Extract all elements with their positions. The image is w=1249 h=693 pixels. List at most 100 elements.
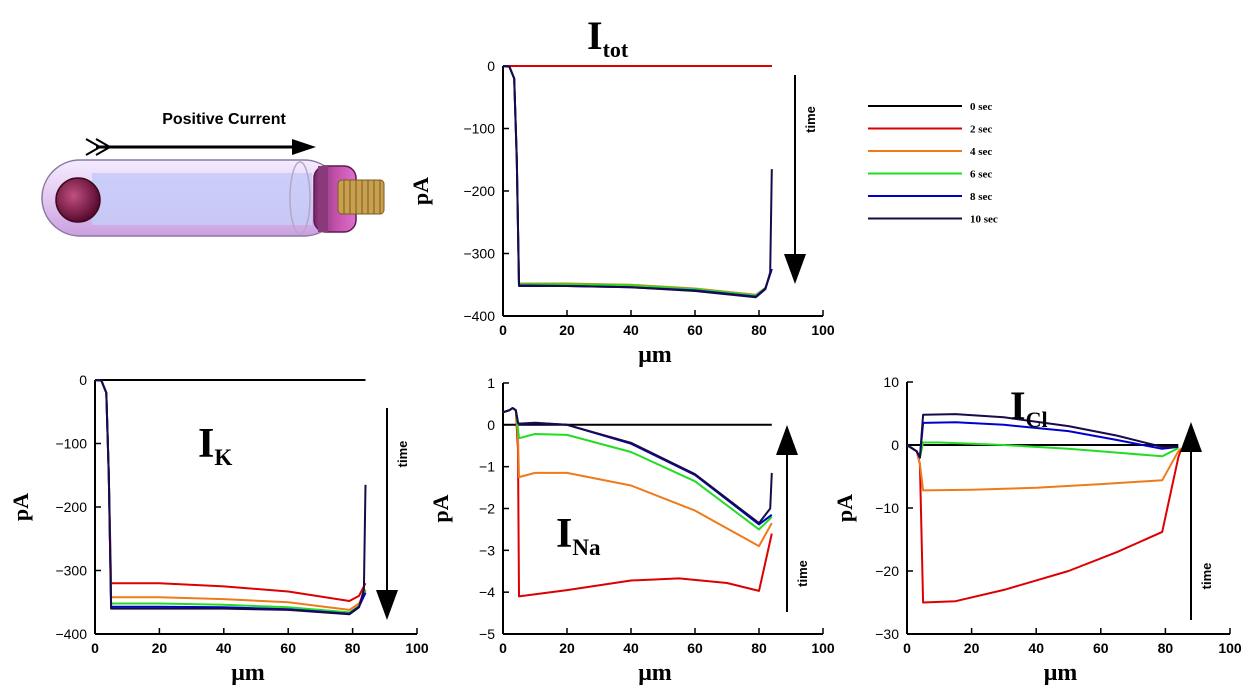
legend-label: 8 sec xyxy=(970,191,992,203)
current-arrow-head xyxy=(292,139,316,155)
time-arrow-head xyxy=(784,254,806,284)
y-tick-label: 0 xyxy=(487,417,495,433)
x-tick-label: 100 xyxy=(811,640,835,656)
cap-band xyxy=(318,166,328,232)
cell-diagram: Positive Current xyxy=(41,111,385,237)
tube-inner xyxy=(92,173,312,225)
y-tick-label: −400 xyxy=(55,626,87,642)
x-tick-label: 80 xyxy=(751,640,767,656)
series-line-3 xyxy=(502,65,773,297)
y-axis-label: pA xyxy=(832,494,857,522)
series-line-4 xyxy=(94,379,367,615)
y-tick-label: 1 xyxy=(487,375,495,391)
y-axis-label: pA xyxy=(428,494,453,522)
series-line-5 xyxy=(906,413,1179,459)
x-tick-label: 80 xyxy=(345,640,361,656)
x-tick-label: 80 xyxy=(751,322,767,338)
x-tick-label: 20 xyxy=(559,322,575,338)
x-tick-label: 60 xyxy=(687,322,703,338)
time-label: time xyxy=(803,106,818,133)
time-label: time xyxy=(795,560,810,587)
y-tick-label: −300 xyxy=(55,563,87,579)
y-tick-label: 0 xyxy=(487,58,495,74)
y-tick-label: −5 xyxy=(479,626,495,642)
y-tick-label: −30 xyxy=(875,626,899,642)
y-axis-label: pA xyxy=(408,177,433,205)
series-line-2 xyxy=(94,379,367,611)
current-label: Positive Current xyxy=(162,111,286,128)
x-tick-label: 20 xyxy=(152,640,168,656)
time-arrow-head xyxy=(1180,422,1202,452)
x-tick-label: 100 xyxy=(811,322,835,338)
y-tick-label: −10 xyxy=(875,500,899,516)
title-itot: Itot xyxy=(587,13,629,62)
series-line-2 xyxy=(502,65,773,296)
x-axis-label: μm xyxy=(1044,660,1078,686)
series-line-4 xyxy=(502,65,773,298)
legend-label: 0 sec xyxy=(970,101,992,113)
legend-label: 2 sec xyxy=(970,124,992,136)
x-tick-label: 20 xyxy=(964,640,980,656)
x-tick-label: 100 xyxy=(405,640,429,656)
y-tick-label: −2 xyxy=(479,501,495,517)
y-tick-label: 10 xyxy=(883,374,899,390)
y-tick-label: −3 xyxy=(479,542,495,558)
x-tick-label: 40 xyxy=(216,640,232,656)
series-line-3 xyxy=(502,407,773,531)
cell-soma xyxy=(55,177,101,223)
y-tick-label: 0 xyxy=(891,437,899,453)
x-tick-label: 20 xyxy=(559,640,575,656)
plot-itot: 0 20 40 60 80 100 0 −100 −200 −300 −400 μm pA time xyxy=(408,58,835,368)
x-tick-label: 60 xyxy=(687,640,703,656)
x-axis-label: μm xyxy=(638,660,672,686)
time-arrow-head xyxy=(776,425,798,455)
x-tick-label: 40 xyxy=(623,640,639,656)
x-tick-label: 60 xyxy=(280,640,296,656)
y-tick-label: 0 xyxy=(79,372,87,388)
x-tick-label: 100 xyxy=(1218,640,1242,656)
series-line-5 xyxy=(502,65,773,299)
y-tick-label: −4 xyxy=(479,584,495,600)
electrode-bundle xyxy=(337,179,385,215)
legend: 0 sec 2 sec 4 sec 6 sec 8 sec 10 sec xyxy=(868,101,998,226)
legend-label: 6 sec xyxy=(970,169,992,181)
y-tick-label: −100 xyxy=(463,121,495,137)
y-tick-label: −100 xyxy=(55,436,87,452)
y-tick-label: −300 xyxy=(463,246,495,262)
series-line-1 xyxy=(94,379,367,602)
time-arrow-head xyxy=(376,590,398,620)
x-tick-label: 60 xyxy=(1093,640,1109,656)
series-line-2 xyxy=(502,407,773,548)
x-tick-label: 0 xyxy=(499,640,507,656)
series-line-3 xyxy=(94,379,367,614)
x-tick-label: 40 xyxy=(623,322,639,338)
y-tick-label: −400 xyxy=(463,308,495,324)
series-line-5 xyxy=(502,407,773,525)
x-tick-label: 0 xyxy=(903,640,911,656)
title-ina: INa xyxy=(556,511,601,561)
y-axis-label: pA xyxy=(8,493,33,521)
time-label: time xyxy=(1199,563,1214,590)
series-line-5 xyxy=(94,379,367,616)
current-arrow-tail xyxy=(85,138,113,156)
tube-ring xyxy=(289,161,311,235)
legend-label: 4 sec xyxy=(970,146,992,158)
time-label: time xyxy=(395,441,410,468)
plot-ik: 0 20 40 60 80 100 0 −100 −200 −300 −400 μm pA time xyxy=(8,372,429,686)
title-icl: ICl xyxy=(1010,383,1048,432)
series-line-1 xyxy=(906,444,1183,604)
y-tick-label: −20 xyxy=(875,563,899,579)
x-tick-label: 80 xyxy=(1158,640,1174,656)
title-ik: IK xyxy=(198,421,233,471)
x-tick-label: 40 xyxy=(1028,640,1044,656)
legend-label: 10 sec xyxy=(970,214,998,226)
series-line-2 xyxy=(906,444,1183,492)
y-tick-label: −200 xyxy=(463,183,495,199)
plot-ina: 0 20 40 60 80 100 1 0 −1 −2 −3 −4 −5 μm pA time xyxy=(428,375,835,686)
y-tick-label: −1 xyxy=(479,459,495,475)
x-axis-label: μm xyxy=(231,660,265,686)
